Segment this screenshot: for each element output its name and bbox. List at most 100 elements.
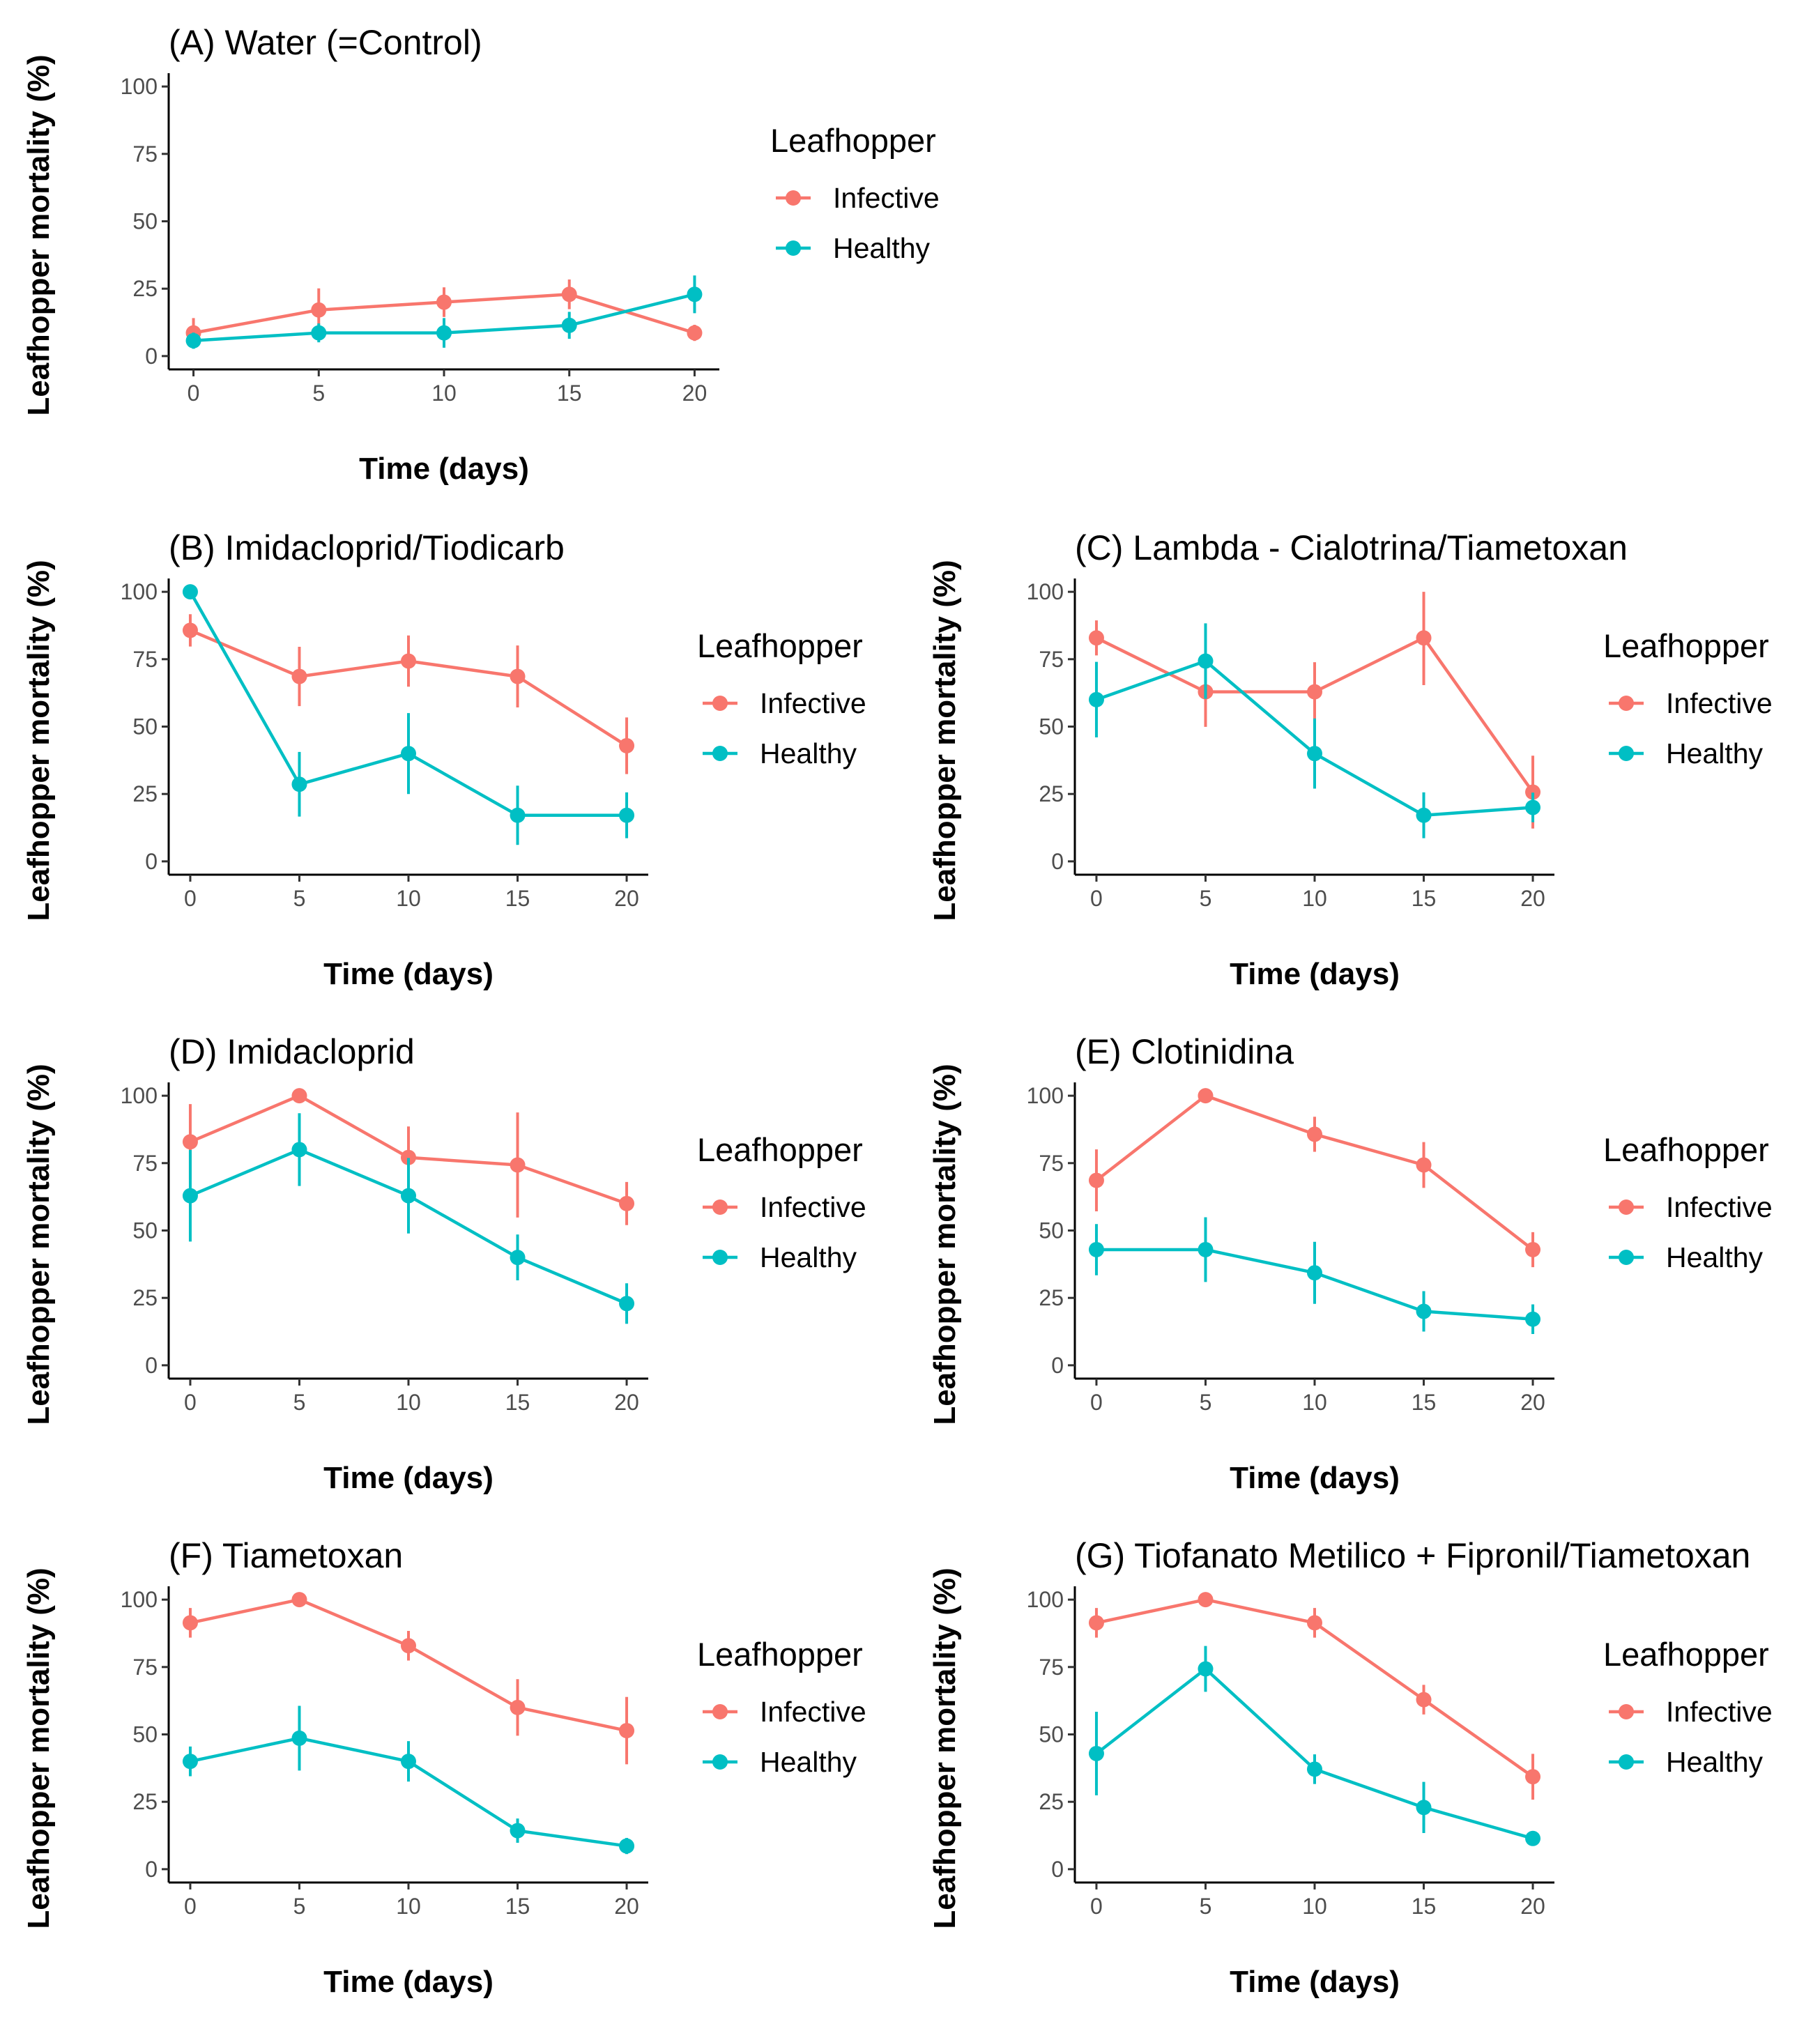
- series-healthy: [182, 584, 635, 845]
- data-point: [1416, 1692, 1432, 1708]
- data-point: [182, 1134, 198, 1150]
- x-tick-label: 15: [1412, 1390, 1437, 1415]
- legend-key-point: [1619, 696, 1634, 711]
- legend-label: Healthy: [1666, 1241, 1764, 1273]
- series-infective: [182, 614, 635, 774]
- series-healthy: [1088, 1646, 1541, 1846]
- series-infective: [1088, 1088, 1541, 1268]
- x-tick-label: 0: [1090, 886, 1103, 911]
- series-infective: [1088, 592, 1541, 829]
- data-point: [1307, 1126, 1322, 1142]
- series-healthy: [182, 1113, 635, 1324]
- data-point: [182, 584, 198, 600]
- x-tick-label: 5: [1200, 1390, 1212, 1415]
- chart-title: (G) Tiofanato Metilico + Fipronil/Tiamet…: [1075, 1536, 1750, 1575]
- data-point: [401, 1149, 416, 1165]
- panel-0: (A) Water (=Control) 0 25 50 75 100 0 5 10 15 20 Le…: [22, 23, 940, 486]
- x-tick-label: 15: [1412, 1894, 1437, 1919]
- x-axis-label: Time (days): [359, 452, 529, 486]
- series-healthy: [1088, 623, 1541, 838]
- x-tick-label: 20: [614, 1894, 639, 1919]
- data-point: [401, 1638, 416, 1654]
- data-point: [561, 317, 577, 333]
- data-point: [182, 1188, 198, 1204]
- data-point: [401, 1754, 416, 1770]
- y-tick-label: 100: [1027, 1083, 1064, 1108]
- series-infective: [1088, 1592, 1541, 1800]
- chart-title: (F) Tiametoxan: [169, 1536, 403, 1575]
- legend-label: Healthy: [833, 232, 931, 264]
- y-tick-label: 75: [1039, 1151, 1064, 1176]
- y-axis-label: Leafhopper mortality (%): [22, 560, 56, 921]
- data-point: [1416, 1157, 1432, 1173]
- x-tick-label: 15: [505, 886, 530, 911]
- panel-6: (G) Tiofanato Metilico + Fipronil/Tiamet…: [928, 1536, 1773, 1999]
- data-point: [1198, 1088, 1214, 1104]
- x-tick-label: 10: [1302, 1390, 1327, 1415]
- data-point: [1307, 746, 1322, 762]
- data-point: [619, 807, 635, 823]
- data-point: [1525, 1830, 1541, 1846]
- x-tick-label: 15: [1412, 886, 1437, 911]
- legend-title: Leafhopper: [697, 1636, 863, 1673]
- legend-label: Infective: [1666, 1696, 1773, 1728]
- series-healthy: [182, 1705, 635, 1855]
- data-point: [291, 668, 307, 684]
- y-tick-label: 100: [121, 579, 158, 604]
- x-tick-label: 5: [312, 381, 325, 406]
- data-point: [1307, 684, 1322, 700]
- x-tick-label: 0: [188, 381, 200, 406]
- legend: Leafhopper Infective Healthy: [770, 122, 940, 264]
- x-tick-label: 20: [682, 381, 708, 406]
- data-point: [1088, 691, 1104, 707]
- y-tick-label: 100: [1027, 1587, 1064, 1612]
- x-axis-label: Time (days): [1230, 1965, 1400, 1999]
- legend: Leafhopper Infective Healthy: [1603, 1636, 1773, 1778]
- data-point: [1198, 1241, 1214, 1257]
- y-tick-label: 50: [1039, 1722, 1064, 1747]
- y-tick-label: 50: [1039, 714, 1064, 739]
- x-tick-label: 20: [1520, 1894, 1545, 1919]
- data-point: [510, 1157, 526, 1173]
- y-tick-label: 75: [1039, 1655, 1064, 1680]
- legend-title: Leafhopper: [770, 122, 936, 159]
- y-tick-label: 75: [132, 141, 158, 167]
- legend-label: Infective: [760, 1191, 866, 1223]
- data-point: [1525, 1241, 1541, 1257]
- data-point: [1088, 1172, 1104, 1188]
- legend: Leafhopper Infective Healthy: [1603, 1131, 1773, 1273]
- data-point: [291, 1088, 307, 1104]
- data-point: [619, 1723, 635, 1739]
- data-point: [687, 325, 703, 341]
- chart-title: (E) Clotinidina: [1075, 1032, 1294, 1071]
- series-line: [190, 1597, 627, 1733]
- data-point: [182, 1754, 198, 1770]
- legend-key-point: [1619, 1704, 1634, 1719]
- legend-label: Healthy: [760, 737, 857, 769]
- y-tick-label: 0: [145, 344, 158, 369]
- legend-key-point: [1619, 1754, 1634, 1770]
- y-tick-label: 25: [132, 1285, 158, 1310]
- data-point: [311, 302, 327, 318]
- legend-key-point: [1619, 1250, 1634, 1265]
- data-point: [401, 653, 416, 669]
- legend-label: Healthy: [1666, 1746, 1764, 1778]
- legend-label: Infective: [760, 687, 866, 719]
- legend-key-point: [712, 746, 728, 761]
- x-tick-label: 10: [1302, 1894, 1327, 1919]
- x-axis-label: Time (days): [1230, 957, 1400, 991]
- x-tick-label: 15: [505, 1894, 530, 1919]
- data-point: [510, 1699, 526, 1715]
- y-tick-label: 25: [132, 781, 158, 806]
- data-point: [1525, 799, 1541, 815]
- x-tick-label: 20: [614, 886, 639, 911]
- data-point: [510, 1823, 526, 1839]
- legend-key-point: [1619, 746, 1634, 761]
- x-tick-label: 5: [293, 886, 306, 911]
- y-tick-label: 25: [1039, 781, 1064, 806]
- x-tick-label: 5: [293, 1894, 306, 1919]
- x-tick-label: 5: [293, 1390, 306, 1415]
- y-axis-label: Leafhopper mortality (%): [928, 1567, 962, 1929]
- y-tick-label: 25: [132, 1789, 158, 1814]
- y-tick-label: 0: [1051, 1857, 1064, 1882]
